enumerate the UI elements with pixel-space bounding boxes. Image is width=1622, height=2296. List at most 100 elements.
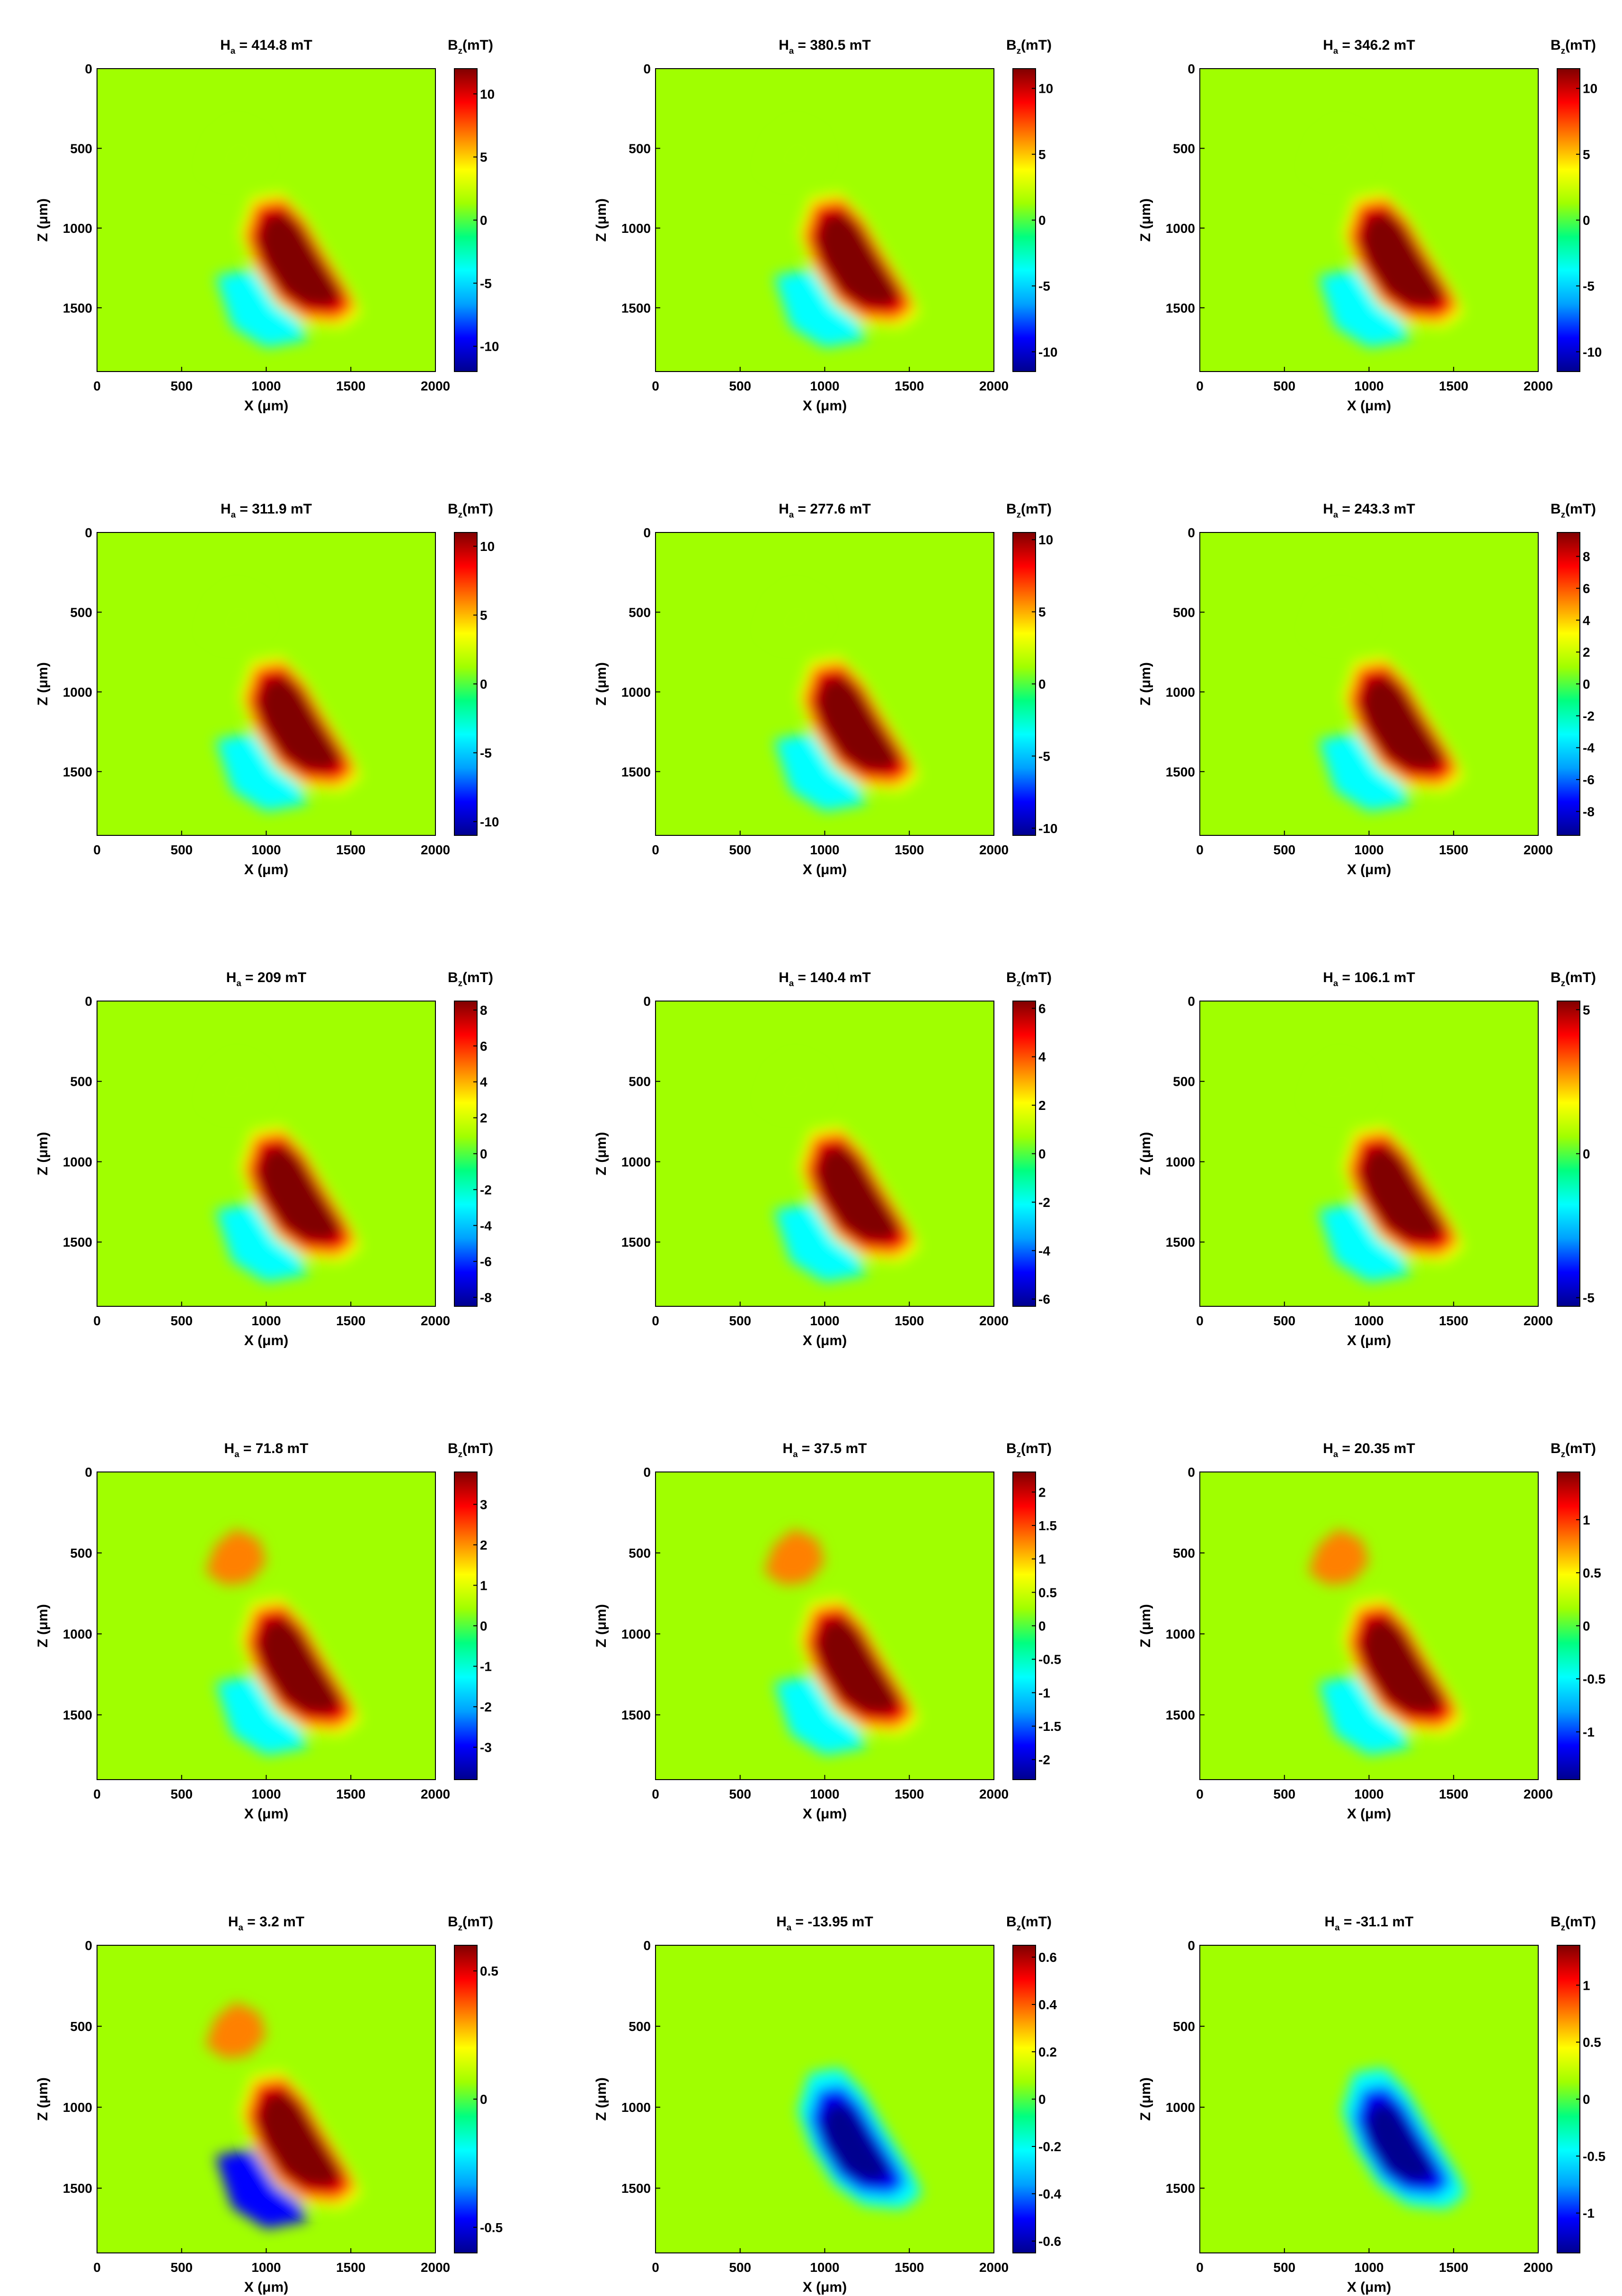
x-tick-label: 1500 bbox=[895, 1787, 924, 1801]
x-tick-label: 1500 bbox=[1439, 2260, 1468, 2275]
x-tick-label: 500 bbox=[170, 1787, 193, 1801]
field-core-inner bbox=[815, 675, 902, 772]
z-tick-label: 0 bbox=[643, 994, 651, 1009]
z-axis-label: Z (μm) bbox=[1138, 662, 1153, 706]
panel-13: Ha = 3.2 mT 0 500 1000 1500 2000 X (μm) 0 500 100… bbox=[35, 1914, 503, 2295]
x-axis-label: X (μm) bbox=[803, 1333, 847, 1348]
z-tick-label: 0 bbox=[1188, 1938, 1195, 1953]
colorbar-title: Bz(mT) bbox=[448, 970, 493, 988]
z-tick-label: 500 bbox=[629, 141, 651, 156]
field-negative-halo bbox=[1318, 1674, 1411, 1755]
z-tick-label: 500 bbox=[629, 2019, 651, 2034]
z-tick-label: 0 bbox=[85, 62, 92, 76]
z-axis-label: Z (μm) bbox=[1138, 198, 1153, 242]
colorbar-tick-label: 0 bbox=[1038, 213, 1046, 228]
z-tick-label: 500 bbox=[70, 1074, 92, 1089]
colorbar-tick-label: -10 bbox=[480, 339, 499, 354]
colorbar-tick-label: 10 bbox=[1038, 81, 1053, 96]
x-tick-label: 2000 bbox=[1524, 2260, 1553, 2275]
field-tail bbox=[763, 1057, 825, 1114]
field-tail bbox=[205, 2002, 266, 2059]
x-tick-label: 1000 bbox=[1354, 842, 1383, 857]
x-tick-label: 1000 bbox=[810, 842, 839, 857]
x-axis-label: X (μm) bbox=[1347, 862, 1391, 878]
panel-title: Ha = 414.8 mT bbox=[220, 37, 312, 55]
colorbar-tick-label: -5 bbox=[1038, 279, 1050, 293]
colorbar-tick-label: 5 bbox=[1038, 605, 1046, 620]
x-tick-label: 1500 bbox=[895, 1313, 924, 1328]
colorbar-tick-label: -8 bbox=[480, 1290, 492, 1305]
z-tick-label: 500 bbox=[629, 1546, 651, 1560]
x-axis-label: X (μm) bbox=[244, 1806, 288, 1822]
colorbar-tick-label: -10 bbox=[480, 815, 499, 829]
x-tick-label: 2000 bbox=[1524, 1787, 1553, 1801]
panel-9: Ha = 106.1 mT 0 500 1000 1500 2000 X (μm) 0 500 1… bbox=[1138, 970, 1596, 1348]
z-axis-label: Z (μm) bbox=[594, 1604, 609, 1648]
field-core-inner bbox=[256, 1617, 343, 1716]
x-tick-label: 2000 bbox=[421, 2260, 450, 2275]
colorbar-tick-label: 0 bbox=[480, 677, 487, 691]
z-tick-label: 0 bbox=[1188, 1465, 1195, 1480]
heatmap-7 bbox=[97, 1001, 435, 1306]
x-tick-label: 2000 bbox=[1524, 1313, 1553, 1328]
x-axis-label: X (μm) bbox=[803, 398, 847, 414]
field-negative-halo bbox=[774, 1202, 867, 1283]
colorbar-tick-label: -10 bbox=[1583, 345, 1602, 359]
x-tick-label: 0 bbox=[652, 1313, 659, 1328]
colorbar-tick-label: 8 bbox=[480, 1003, 487, 1018]
x-tick-label: 0 bbox=[652, 1787, 659, 1801]
colorbar-tick-label: 0 bbox=[1583, 677, 1590, 691]
colorbar-tick-label: -5 bbox=[1038, 749, 1050, 763]
colorbar-tick-label: 2 bbox=[1038, 1485, 1046, 1499]
z-tick-label: 0 bbox=[85, 1465, 92, 1480]
x-tick-label: 500 bbox=[729, 1787, 751, 1801]
colorbar-tick-label: 2 bbox=[480, 1111, 487, 1126]
z-tick-label: 1000 bbox=[1166, 1627, 1195, 1641]
x-tick-label: 1000 bbox=[810, 1787, 839, 1801]
z-tick-label: 1500 bbox=[621, 2181, 651, 2196]
colorbar-tick-label: -4 bbox=[480, 1218, 492, 1233]
z-tick-label: 500 bbox=[70, 1546, 92, 1560]
x-tick-label: 500 bbox=[170, 842, 193, 857]
colorbar-title: Bz(mT) bbox=[1551, 37, 1596, 55]
x-tick-label: 2000 bbox=[421, 1313, 450, 1328]
colorbar-tick-label: -0.6 bbox=[1038, 2234, 1061, 2249]
z-tick-label: 1500 bbox=[621, 1235, 651, 1250]
panel-2: Ha = 380.5 mT 0 500 1000 1500 2000 X (μm) 0 500 1… bbox=[594, 37, 1057, 414]
x-tick-label: 500 bbox=[729, 1313, 751, 1328]
z-tick-label: 1000 bbox=[621, 2100, 651, 2115]
x-tick-label: 500 bbox=[729, 842, 751, 857]
field-core-inner bbox=[820, 2102, 891, 2183]
colorbar-tick-label: 3 bbox=[480, 1497, 487, 1512]
colorbar-tick-label: -1 bbox=[1583, 2206, 1595, 2221]
x-tick-label: 2000 bbox=[421, 1787, 450, 1801]
panel-8: Ha = 140.4 mT 0 500 1000 1500 2000 X (μm) 0 500 1… bbox=[594, 970, 1052, 1348]
x-tick-label: 1500 bbox=[1439, 842, 1468, 857]
colorbar-tick-label: 1 bbox=[1583, 1513, 1590, 1527]
colorbar-tick-label: 2 bbox=[480, 1538, 487, 1552]
x-tick-label: 2000 bbox=[421, 379, 450, 393]
panel-5: Ha = 277.6 mT 0 500 1000 1500 2000 X (μm) 0 500 1… bbox=[594, 501, 1057, 878]
x-tick-label: 2000 bbox=[979, 1313, 1009, 1328]
field-core-inner bbox=[815, 1145, 902, 1243]
colorbar-tick-label: -2 bbox=[480, 1700, 492, 1714]
z-tick-label: 1500 bbox=[63, 1708, 92, 1722]
z-tick-label: 0 bbox=[1188, 525, 1195, 540]
colorbar-tick-label: 0 bbox=[1583, 1147, 1590, 1161]
heatmap-15 bbox=[1200, 1945, 1538, 2253]
x-tick-label: 0 bbox=[1196, 2260, 1204, 2275]
colorbar-tick-label: 0 bbox=[480, 1619, 487, 1633]
colorbar: Bz(mT) 10 5 0 -5 -10 bbox=[1551, 37, 1602, 372]
heatmap-5 bbox=[656, 532, 994, 835]
colorbar-tick-label: -4 bbox=[1038, 1243, 1050, 1258]
field-tail bbox=[1308, 1057, 1369, 1114]
z-axis-label: Z (μm) bbox=[35, 1604, 51, 1648]
colorbar-tick-label: 4 bbox=[480, 1075, 487, 1090]
colorbar: Bz(mT) 0.6 0.4 0.2 0 -0.2 -0.4 -0.6 bbox=[1006, 1914, 1062, 2253]
x-axis-label: X (μm) bbox=[1347, 398, 1391, 414]
field-negative-halo bbox=[774, 1674, 867, 1755]
colorbar-tick-label: -10 bbox=[1038, 821, 1057, 836]
z-axis-label: Z (μm) bbox=[35, 2077, 51, 2121]
panel-title: Ha = 140.4 mT bbox=[779, 970, 871, 988]
